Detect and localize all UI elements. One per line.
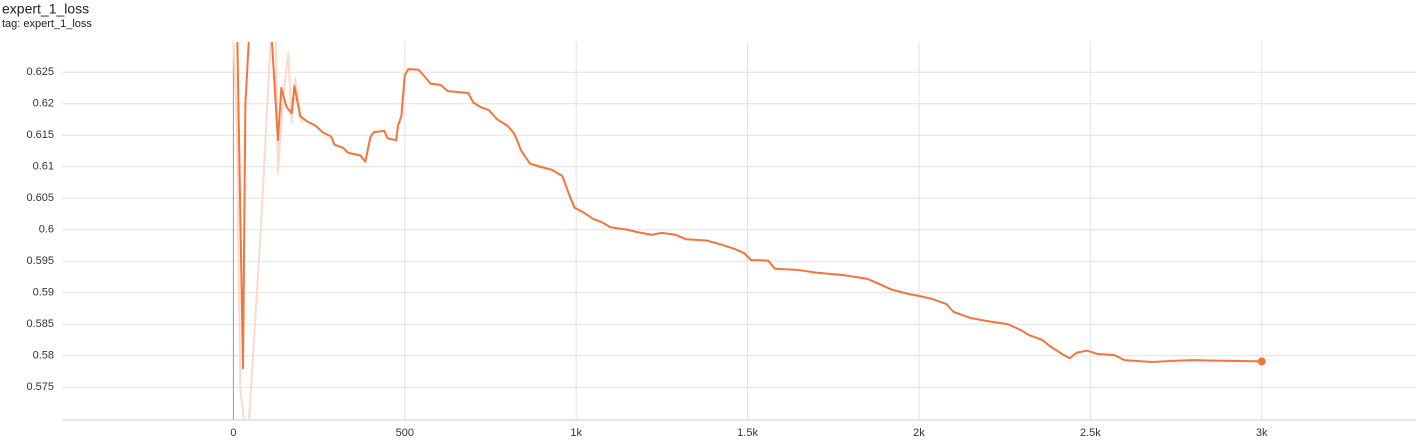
y-tick-label: 0.6 (39, 224, 54, 236)
chart-subtitle: tag: expert_1_loss (2, 18, 92, 30)
chart-title: expert_1_loss (2, 1, 89, 17)
x-tick-label: 2k (913, 427, 925, 439)
last-point (1257, 357, 1266, 366)
y-tick-label: 0.605 (26, 192, 54, 204)
line (232, 42, 303, 420)
y-tick-label: 0.61 (33, 161, 54, 173)
y-tick-label: 0.575 (26, 381, 54, 393)
x-tick-label: 1.5k (737, 427, 758, 439)
plot-area (232, 42, 1266, 420)
y-tick-label: 0.625 (26, 66, 54, 78)
grid (62, 42, 1416, 421)
x-tick-label: 500 (396, 427, 414, 439)
y-tick-label: 0.58 (33, 350, 54, 362)
x-tick-label: 3k (1256, 427, 1268, 439)
y-tick-label: 0.595 (26, 255, 54, 267)
y-tick-label: 0.62 (33, 98, 54, 110)
y-tick-label: 0.585 (26, 318, 54, 330)
y-tick-label: 0.59 (33, 287, 54, 299)
y-tick-label: 0.615 (26, 129, 54, 141)
line (236, 42, 1262, 370)
x-tick-label: 1k (570, 427, 582, 439)
x-tick-label: 0 (230, 427, 236, 439)
x-tick-label: 2.5k (1080, 427, 1101, 439)
